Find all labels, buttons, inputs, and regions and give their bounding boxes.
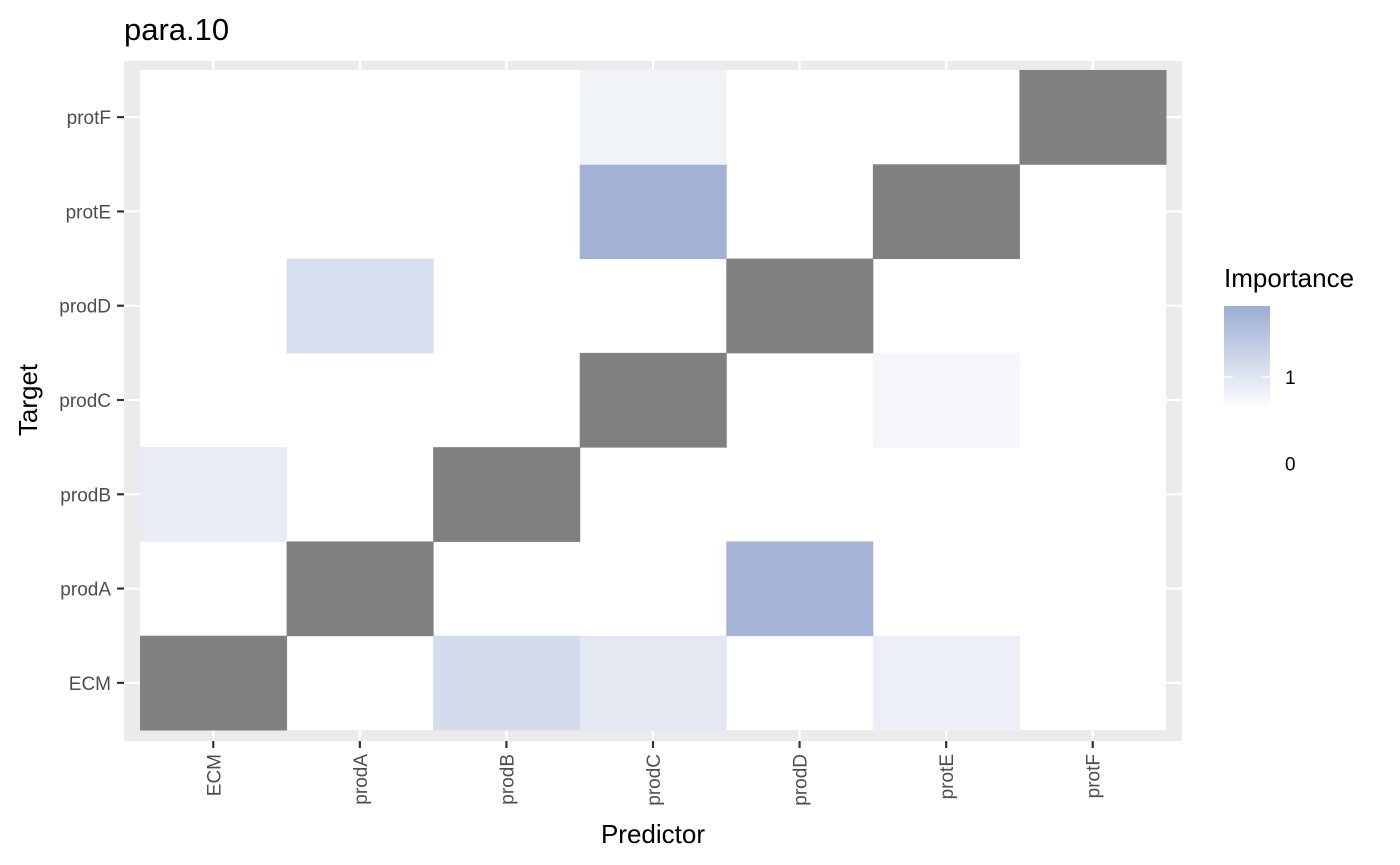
heatmap-cell-prodD-prodA — [726, 541, 874, 637]
x-tick-label-prodA: prodA — [351, 754, 372, 805]
legend: Importance 10 — [1224, 263, 1354, 476]
heatmap-cell-prodB-ECM — [433, 635, 581, 731]
heatmap-cells — [140, 70, 1167, 731]
y-tick-label-protE: protE — [66, 202, 111, 223]
heatmap-cell-ECM-prodB — [140, 447, 288, 542]
heatmap-cell-ECM-ECM — [140, 635, 288, 731]
legend-colorbar — [1224, 306, 1270, 410]
x-tick-label-prodC: prodC — [644, 754, 665, 806]
y-axis-ticks: ECM prodA prodB prodC prodD protE protF — [59, 108, 124, 695]
heatmap-cell-protE-protE — [872, 164, 1020, 260]
x-tick-label-prodD: prodD — [791, 754, 812, 806]
heatmap-cell-prodC-ECM — [579, 635, 727, 731]
heatmap-cell-protE-prodC — [872, 352, 1020, 448]
x-tick-label-ECM: ECM — [204, 754, 225, 796]
heatmap-cell-prodA-prodD — [286, 258, 434, 354]
x-axis-ticks: ECM prodA prodB prodC prodD protE protF — [204, 741, 1105, 806]
heatmap-cell-prodC-protE — [579, 164, 727, 260]
x-tick-label-protE: protE — [937, 754, 958, 799]
y-tick-label-ECM: ECM — [69, 674, 111, 695]
heatmap-cell-protE-ECM — [872, 635, 1020, 731]
heatmap-cell-prodB-prodB — [433, 447, 581, 542]
legend-tick-label-0: 0 — [1285, 455, 1296, 476]
y-tick-label-prodC: prodC — [59, 391, 111, 412]
y-tick-label-prodB: prodB — [60, 485, 111, 506]
x-tick-label-prodB: prodB — [497, 754, 518, 805]
heatmap-cell-prodA-prodA — [286, 541, 434, 637]
heatmap-cell-prodC-prodC — [579, 352, 727, 448]
x-tick-label-protF: protF — [1084, 754, 1105, 798]
y-axis-title: Target — [13, 363, 43, 436]
heatmap-cell-protF-protF — [1019, 70, 1167, 165]
heatmap-cell-prodC-protF — [579, 70, 727, 165]
chart-title: para.10 — [124, 12, 229, 47]
y-tick-label-prodA: prodA — [60, 580, 111, 601]
legend-ticks: 10 — [1224, 368, 1296, 476]
x-axis-title: Predictor — [601, 819, 705, 849]
legend-tick-label-1: 1 — [1285, 368, 1296, 389]
heatmap-cell-prodD-prodD — [726, 258, 874, 354]
y-tick-label-protF: protF — [67, 108, 111, 129]
y-tick-label-prodD: prodD — [59, 297, 111, 318]
legend-title: Importance — [1224, 263, 1354, 293]
